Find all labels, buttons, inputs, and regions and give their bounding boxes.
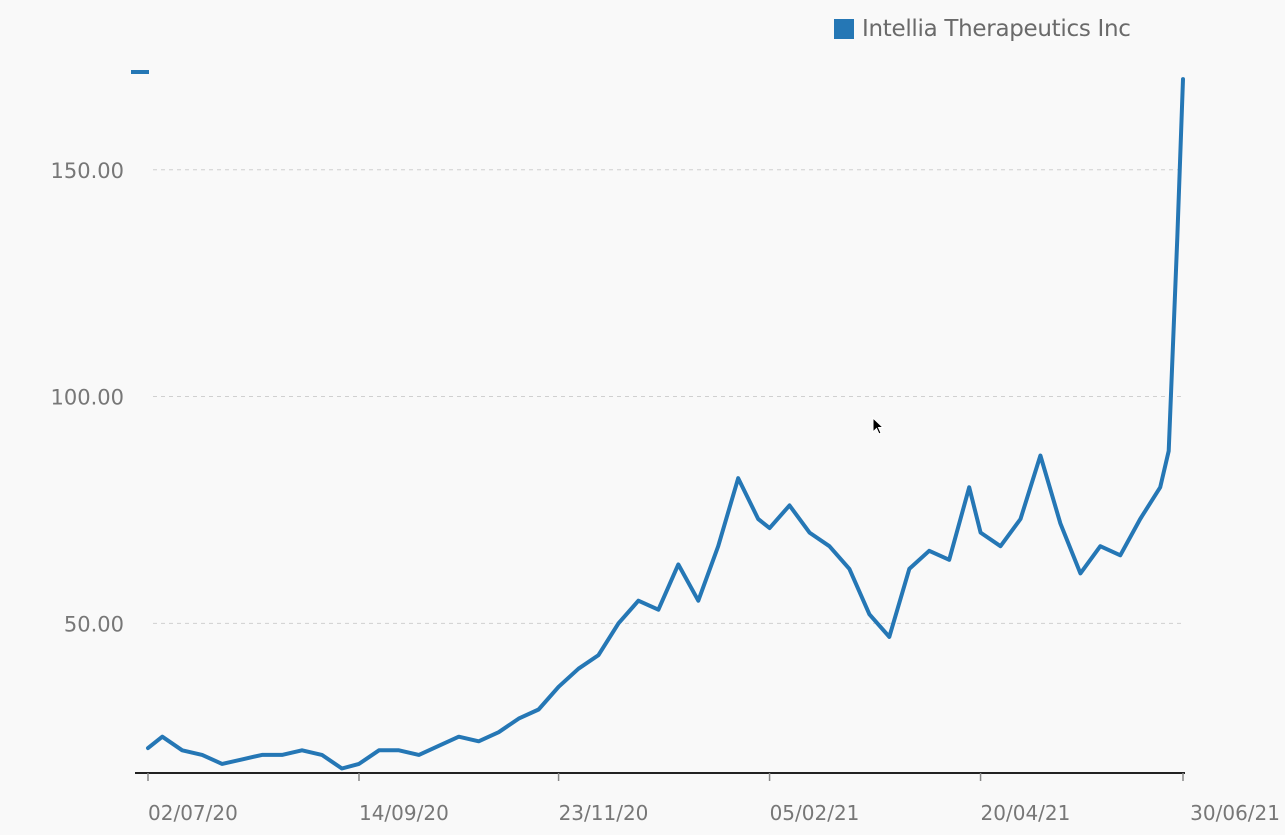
- legend-swatch: [834, 19, 854, 39]
- data-point[interactable]: [615, 620, 621, 626]
- data-point[interactable]: [1117, 552, 1123, 558]
- x-tick-label: 30/06/21: [1190, 801, 1280, 825]
- data-point[interactable]: [1157, 484, 1163, 490]
- data-point[interactable]: [1017, 516, 1023, 522]
- data-point[interactable]: [279, 752, 285, 758]
- data-point[interactable]: [1180, 76, 1186, 82]
- data-point[interactable]: [376, 747, 382, 753]
- data-point[interactable]: [1174, 235, 1180, 241]
- data-point[interactable]: [556, 684, 562, 690]
- data-point[interactable]: [339, 765, 345, 771]
- y-tick-label: 100.00: [51, 386, 124, 410]
- data-point[interactable]: [1166, 448, 1172, 454]
- data-point[interactable]: [456, 734, 462, 740]
- data-point[interactable]: [755, 516, 761, 522]
- data-point[interactable]: [946, 557, 952, 563]
- data-point[interactable]: [159, 734, 165, 740]
- data-point[interactable]: [396, 747, 402, 753]
- data-point[interactable]: [239, 756, 245, 762]
- data-point[interactable]: [1097, 543, 1103, 549]
- data-point[interactable]: [978, 530, 984, 536]
- gridlines: [153, 169, 1183, 624]
- data-point[interactable]: [219, 761, 225, 767]
- data-point[interactable]: [199, 752, 205, 758]
- data-point[interactable]: [1057, 521, 1063, 527]
- data-point[interactable]: [516, 716, 522, 722]
- series-layer: [145, 76, 1186, 771]
- data-point[interactable]: [179, 747, 185, 753]
- mouse-cursor-icon: [872, 417, 885, 435]
- data-point[interactable]: [655, 607, 661, 613]
- data-point[interactable]: [496, 729, 502, 735]
- data-point[interactable]: [635, 598, 641, 604]
- data-point[interactable]: [1037, 453, 1043, 459]
- data-point[interactable]: [906, 566, 912, 572]
- data-point[interactable]: [695, 598, 701, 604]
- data-point[interactable]: [436, 743, 442, 749]
- data-point[interactable]: [926, 548, 932, 554]
- y-tick-label: 150.00: [51, 159, 124, 183]
- data-point[interactable]: [767, 525, 773, 531]
- legend-label: Intellia Therapeutics Inc: [862, 16, 1131, 42]
- data-point[interactable]: [998, 543, 1004, 549]
- data-point[interactable]: [715, 543, 721, 549]
- legend[interactable]: Intellia Therapeutics Inc: [834, 16, 1131, 42]
- y-axis: 50.00 100.00 150.00: [51, 159, 124, 637]
- data-point[interactable]: [416, 752, 422, 758]
- data-point[interactable]: [1077, 570, 1083, 576]
- x-tick-label: 23/11/20: [559, 801, 649, 825]
- data-point[interactable]: [806, 530, 812, 536]
- y-tick-label: 50.00: [64, 612, 124, 636]
- data-point[interactable]: [735, 475, 741, 481]
- x-tick-label: 20/04/21: [981, 801, 1071, 825]
- data-point[interactable]: [476, 738, 482, 744]
- data-point[interactable]: [145, 745, 151, 751]
- data-point[interactable]: [846, 566, 852, 572]
- x-axis: 02/07/20 14/09/20 23/11/20 05/02/21 20/04/21…: [135, 772, 1280, 825]
- data-point[interactable]: [675, 561, 681, 567]
- data-point[interactable]: [319, 752, 325, 758]
- data-point[interactable]: [259, 752, 265, 758]
- data-point[interactable]: [886, 634, 892, 640]
- data-point[interactable]: [1137, 516, 1143, 522]
- x-tick-label: 05/02/21: [770, 801, 860, 825]
- data-point[interactable]: [356, 761, 362, 767]
- data-point[interactable]: [787, 502, 793, 508]
- zoom-handle[interactable]: [131, 70, 149, 74]
- data-point[interactable]: [866, 611, 872, 617]
- data-point[interactable]: [826, 543, 832, 549]
- data-point[interactable]: [966, 484, 972, 490]
- data-point[interactable]: [576, 666, 582, 672]
- x-tick-label: 02/07/20: [148, 801, 238, 825]
- data-point[interactable]: [536, 707, 542, 713]
- data-point[interactable]: [595, 652, 601, 658]
- x-tick-label: 14/09/20: [359, 801, 449, 825]
- data-point[interactable]: [299, 747, 305, 753]
- series-line[interactable]: [146, 77, 1185, 771]
